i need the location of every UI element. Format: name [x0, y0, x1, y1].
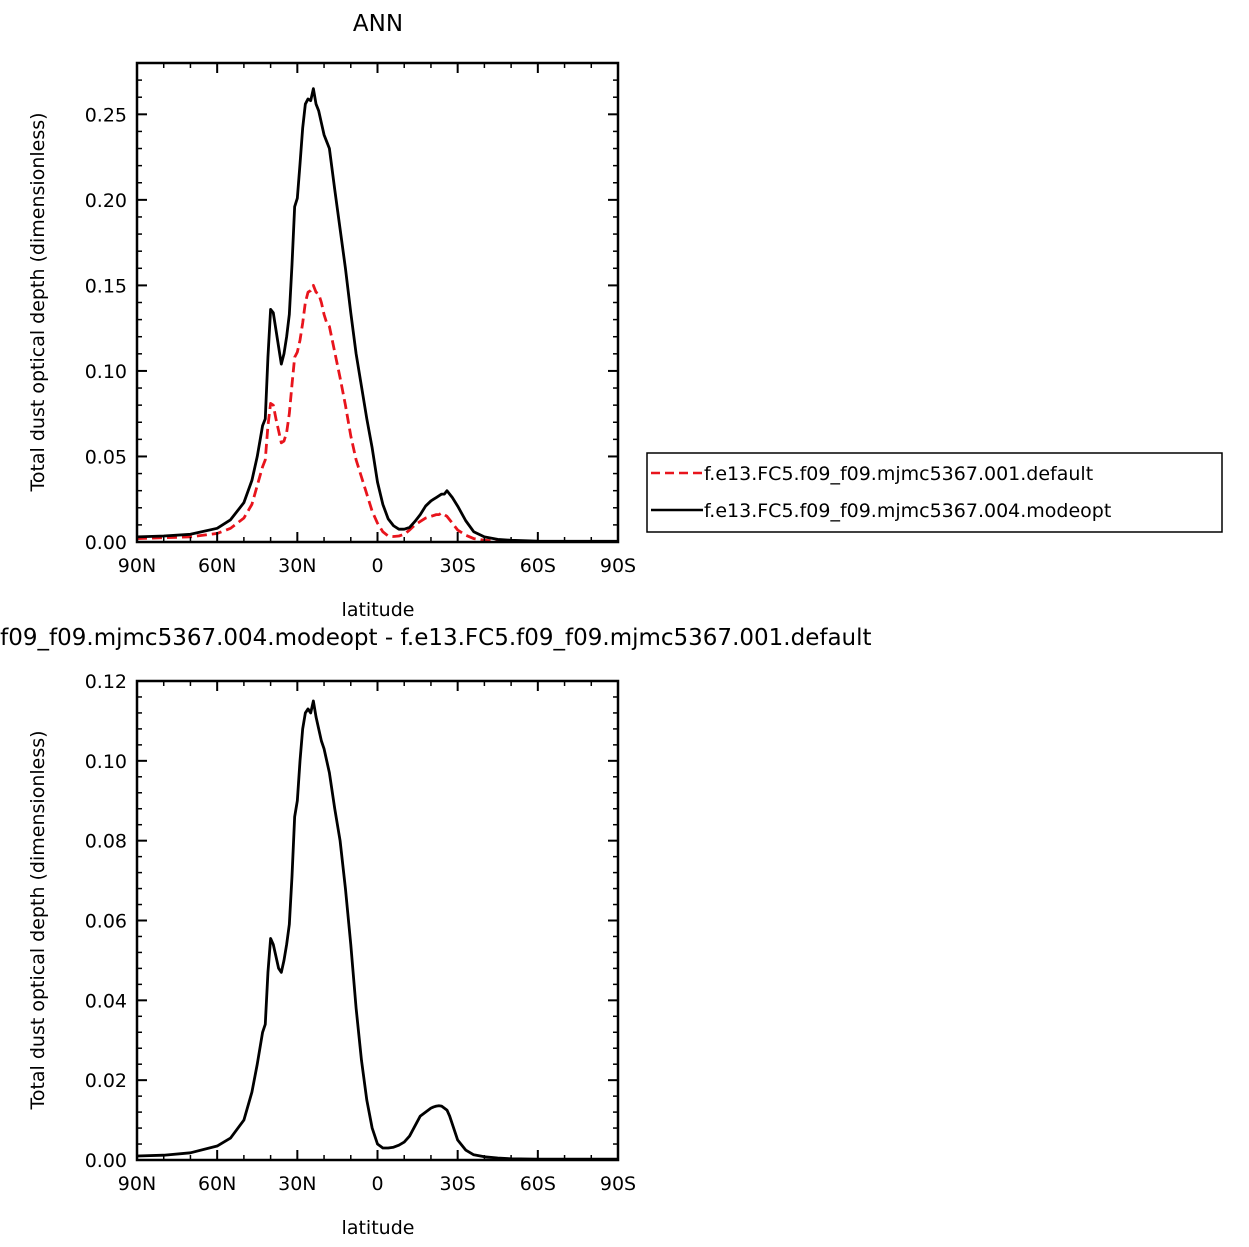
x-tick-label: 0: [371, 555, 383, 577]
x-tick-label: 60N: [198, 1173, 236, 1195]
bottom-tick-layer: 90N 60N 30N 0 30S 60S 90S 0.00 0.02 0.04 0.06 0.08 0…: [85, 671, 636, 1195]
top-series-layer: [136, 87, 618, 544]
y-tick-label: 0.05: [85, 446, 127, 468]
y-tick-label: 0.12: [85, 671, 127, 693]
top-plot-frame: [135, 61, 620, 544]
x-tick-label: 30N: [278, 555, 316, 577]
x-tick-label: 90S: [600, 1173, 636, 1195]
top-y-axis-label: Total dust optical depth (dimensionless): [27, 112, 49, 492]
y-tick-label: 0.10: [85, 361, 127, 383]
bottom-plot-frame: [135, 679, 620, 1162]
series-line-0-1: [136, 87, 618, 543]
legend-box: [646, 452, 1223, 533]
y-tick-label: 0.00: [85, 532, 127, 554]
top-panel: ANN 90N 60N 30N 0 30S 60S 90S 0.00 0.05 0.10 0.15 0…: [27, 11, 1223, 621]
bottom-series-layer: [136, 699, 618, 1161]
x-tick-label: 60S: [520, 1173, 556, 1195]
y-tick-label: 0.15: [85, 275, 127, 297]
bottom-panel: f.e13.FC5.f09_f09.mjmc5367.004.modeopt -…: [0, 625, 872, 1239]
series-line-1-0: [136, 699, 618, 1161]
x-tick-label: 90S: [600, 555, 636, 577]
y-tick-label: 0.20: [85, 190, 127, 212]
legend-label-default: f.e13.FC5.f09_f09.mjmc5367.001.default: [704, 463, 1093, 485]
x-tick-label: 90N: [118, 1173, 156, 1195]
legend-label-modeopt: f.e13.FC5.f09_f09.mjmc5367.004.modeopt: [704, 500, 1111, 522]
y-tick-label: 0.04: [85, 990, 127, 1012]
y-tick-label: 0.02: [85, 1070, 127, 1092]
x-tick-label: 0: [371, 1173, 383, 1195]
series-line-0-0: [136, 283, 618, 544]
y-tick-label: 0.25: [85, 104, 127, 126]
y-tick-label: 0.00: [85, 1150, 127, 1172]
bottom-x-axis-label: latitude: [342, 1217, 415, 1239]
x-tick-label: 30S: [440, 555, 476, 577]
x-tick-label: 30N: [278, 1173, 316, 1195]
top-chart-title: ANN: [353, 11, 403, 37]
x-tick-label: 60N: [198, 555, 236, 577]
x-tick-label: 60S: [520, 555, 556, 577]
y-tick-label: 0.10: [85, 751, 127, 773]
top-x-axis-label: latitude: [342, 599, 415, 621]
top-tick-layer: 90N 60N 30N 0 30S 60S 90S 0.00 0.05 0.10 0.15 0.20 0…: [85, 62, 636, 577]
bottom-y-axis-label: Total dust optical depth (dimensionless): [27, 730, 49, 1110]
x-tick-label: 90N: [118, 555, 156, 577]
y-tick-label: 0.06: [85, 911, 127, 933]
y-tick-label: 0.08: [85, 831, 127, 853]
bottom-chart-title: f.e13.FC5.f09_f09.mjmc5367.004.modeopt -…: [0, 625, 872, 651]
x-tick-label: 30S: [440, 1173, 476, 1195]
legend: f.e13.FC5.f09_f09.mjmc5367.001.default f…: [646, 452, 1223, 533]
